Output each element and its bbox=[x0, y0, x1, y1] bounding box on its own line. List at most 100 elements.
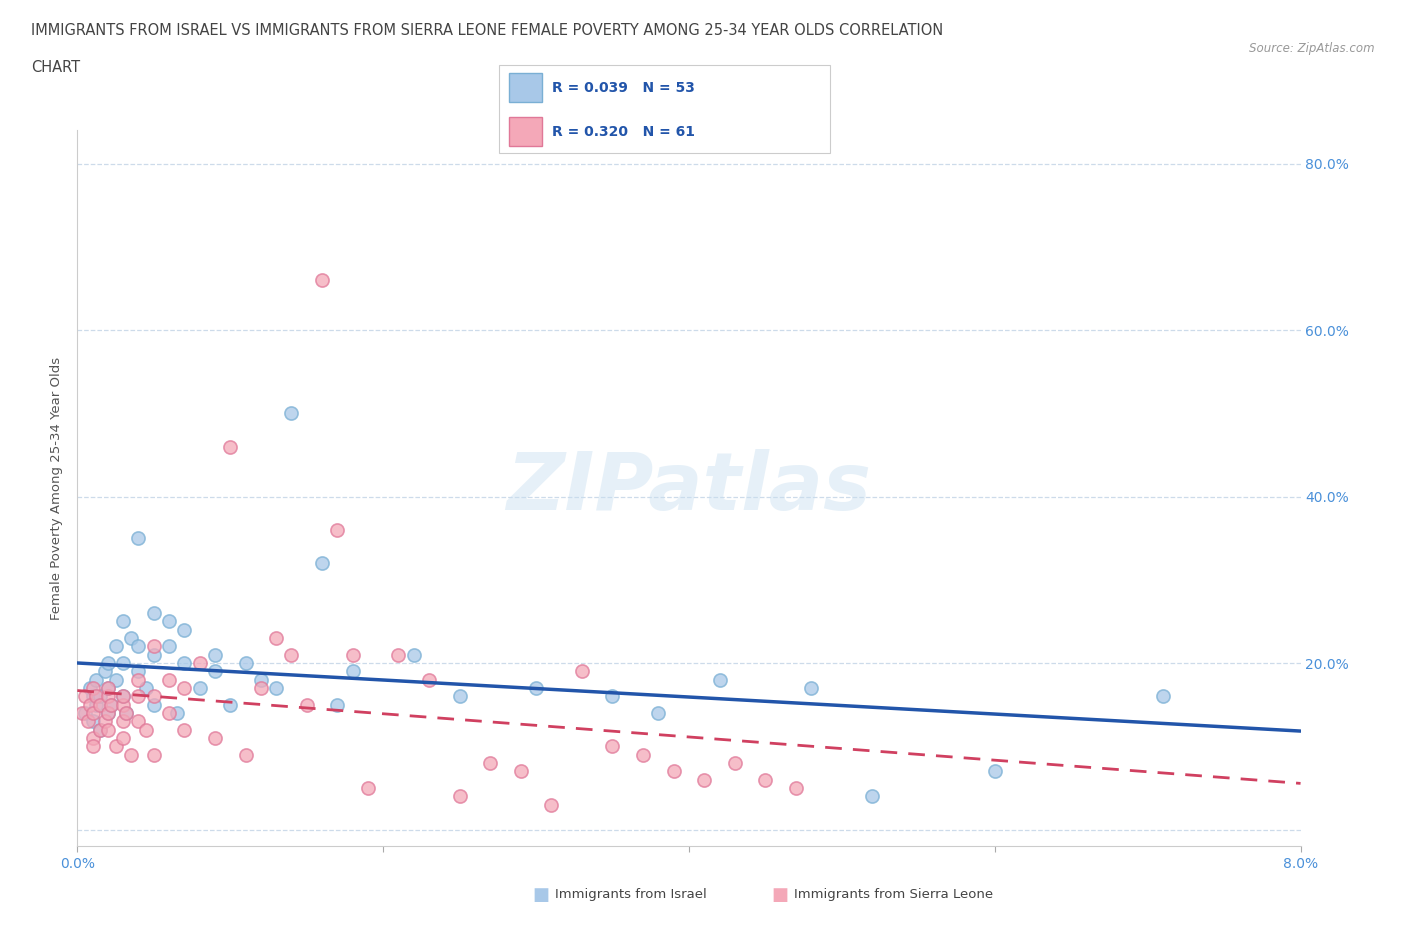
Point bbox=[219, 698, 242, 712]
Text: CHART: CHART bbox=[31, 60, 80, 75]
Point bbox=[295, 698, 318, 712]
Point bbox=[127, 664, 149, 679]
Point bbox=[112, 614, 135, 629]
Point bbox=[311, 272, 333, 287]
Point bbox=[984, 764, 1007, 778]
Point bbox=[94, 664, 117, 679]
FancyBboxPatch shape bbox=[499, 65, 830, 153]
Point bbox=[104, 639, 127, 654]
Point bbox=[82, 739, 104, 754]
Text: Immigrants from Israel: Immigrants from Israel bbox=[555, 888, 707, 901]
Point bbox=[142, 689, 165, 704]
Point bbox=[89, 723, 111, 737]
Point bbox=[82, 714, 104, 729]
Point bbox=[387, 647, 409, 662]
Point bbox=[357, 780, 380, 795]
Point bbox=[449, 789, 471, 804]
Point bbox=[70, 706, 93, 721]
Point bbox=[112, 698, 135, 712]
Point bbox=[219, 439, 242, 454]
Point bbox=[709, 672, 731, 687]
Point bbox=[402, 647, 425, 662]
Point bbox=[82, 681, 104, 696]
Point bbox=[860, 789, 884, 804]
Point bbox=[135, 681, 157, 696]
Point bbox=[127, 689, 149, 704]
Point bbox=[142, 647, 165, 662]
Point bbox=[631, 748, 654, 763]
Text: ■: ■ bbox=[772, 885, 789, 904]
Point bbox=[112, 689, 135, 704]
Point bbox=[602, 739, 624, 754]
Point bbox=[204, 731, 226, 746]
Point bbox=[73, 689, 96, 704]
Point bbox=[418, 672, 440, 687]
Point bbox=[89, 689, 111, 704]
Point bbox=[115, 706, 138, 721]
Point bbox=[94, 714, 117, 729]
Point bbox=[97, 681, 120, 696]
Point bbox=[120, 631, 142, 645]
Point bbox=[800, 681, 823, 696]
Point bbox=[204, 647, 226, 662]
Point bbox=[104, 672, 127, 687]
Point bbox=[112, 731, 135, 746]
Point bbox=[135, 723, 157, 737]
Text: Source: ZipAtlas.com: Source: ZipAtlas.com bbox=[1250, 42, 1375, 55]
Point bbox=[264, 631, 287, 645]
Point bbox=[84, 689, 107, 704]
Point bbox=[157, 672, 180, 687]
Point bbox=[127, 639, 149, 654]
Point bbox=[326, 698, 349, 712]
Point bbox=[250, 672, 273, 687]
Point bbox=[142, 748, 165, 763]
Point bbox=[82, 706, 104, 721]
Point bbox=[173, 723, 195, 737]
Point bbox=[662, 764, 685, 778]
Text: ZIPatlas: ZIPatlas bbox=[506, 449, 872, 527]
Point bbox=[524, 681, 547, 696]
Point bbox=[73, 706, 96, 721]
FancyBboxPatch shape bbox=[509, 73, 543, 102]
Point bbox=[97, 681, 120, 696]
Point bbox=[112, 689, 135, 704]
Point bbox=[235, 656, 257, 671]
Point bbox=[100, 698, 122, 712]
Point bbox=[188, 681, 211, 696]
Point bbox=[89, 698, 111, 712]
Point bbox=[157, 614, 180, 629]
Point bbox=[173, 681, 195, 696]
Point bbox=[326, 523, 349, 538]
Point bbox=[84, 698, 107, 712]
Point bbox=[280, 647, 302, 662]
Point bbox=[540, 797, 562, 812]
Point bbox=[104, 739, 127, 754]
Point bbox=[84, 672, 107, 687]
Point bbox=[785, 780, 807, 795]
Point bbox=[754, 772, 776, 787]
Point bbox=[342, 647, 364, 662]
Point bbox=[82, 689, 104, 704]
Point bbox=[142, 698, 165, 712]
Point bbox=[157, 706, 180, 721]
Point bbox=[127, 531, 149, 546]
Point bbox=[89, 723, 111, 737]
Point bbox=[115, 706, 138, 721]
Text: R = 0.320   N = 61: R = 0.320 N = 61 bbox=[553, 125, 695, 139]
Point bbox=[173, 622, 195, 637]
Point bbox=[724, 755, 747, 770]
Point bbox=[264, 681, 287, 696]
Text: Immigrants from Sierra Leone: Immigrants from Sierra Leone bbox=[794, 888, 994, 901]
Point bbox=[235, 748, 257, 763]
Text: IMMIGRANTS FROM ISRAEL VS IMMIGRANTS FROM SIERRA LEONE FEMALE POVERTY AMONG 25-3: IMMIGRANTS FROM ISRAEL VS IMMIGRANTS FRO… bbox=[31, 23, 943, 38]
Point bbox=[693, 772, 716, 787]
Text: ■: ■ bbox=[533, 885, 550, 904]
Point bbox=[280, 405, 302, 420]
Point bbox=[188, 656, 211, 671]
Point bbox=[127, 714, 149, 729]
Point bbox=[157, 639, 180, 654]
Point bbox=[509, 764, 531, 778]
Point bbox=[142, 639, 165, 654]
Text: R = 0.039   N = 53: R = 0.039 N = 53 bbox=[553, 81, 695, 95]
Point bbox=[112, 714, 135, 729]
